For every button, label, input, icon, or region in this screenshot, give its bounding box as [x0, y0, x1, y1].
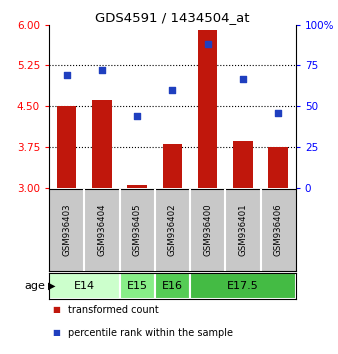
Text: E17.5: E17.5 — [227, 281, 259, 291]
Text: GSM936403: GSM936403 — [62, 204, 71, 256]
Bar — [92, 100, 112, 188]
Text: GSM936402: GSM936402 — [168, 204, 177, 256]
Text: ▶: ▶ — [48, 281, 56, 291]
Bar — [233, 142, 252, 188]
Text: ■: ■ — [52, 305, 60, 314]
Bar — [155, 189, 190, 271]
Bar — [120, 189, 155, 271]
Bar — [190, 189, 225, 271]
Bar — [225, 189, 261, 271]
Bar — [49, 189, 84, 271]
Bar — [127, 185, 147, 188]
Text: transformed count: transformed count — [68, 305, 158, 315]
Text: GSM936404: GSM936404 — [97, 204, 106, 256]
Bar — [268, 147, 288, 188]
Bar — [163, 144, 182, 188]
Point — [135, 113, 140, 119]
Point — [275, 110, 281, 115]
Bar — [190, 273, 296, 299]
Text: GSM936401: GSM936401 — [238, 204, 247, 256]
Bar — [198, 30, 217, 188]
Bar — [57, 106, 76, 188]
Point — [205, 41, 210, 47]
Text: GSM936405: GSM936405 — [132, 204, 142, 256]
Bar — [84, 189, 120, 271]
Point — [99, 68, 104, 73]
Point — [240, 76, 246, 81]
Text: E15: E15 — [127, 281, 148, 291]
Point — [170, 87, 175, 93]
Text: GSM936400: GSM936400 — [203, 204, 212, 256]
Bar — [261, 189, 296, 271]
Text: E14: E14 — [74, 281, 95, 291]
Text: percentile rank within the sample: percentile rank within the sample — [68, 328, 233, 338]
Text: E16: E16 — [162, 281, 183, 291]
Bar — [120, 273, 155, 299]
Bar — [155, 273, 190, 299]
Point — [64, 73, 69, 78]
Text: GSM936406: GSM936406 — [274, 204, 283, 256]
Bar — [49, 273, 120, 299]
Text: ■: ■ — [52, 328, 60, 337]
Title: GDS4591 / 1434504_at: GDS4591 / 1434504_at — [95, 11, 250, 24]
Text: age: age — [25, 281, 46, 291]
